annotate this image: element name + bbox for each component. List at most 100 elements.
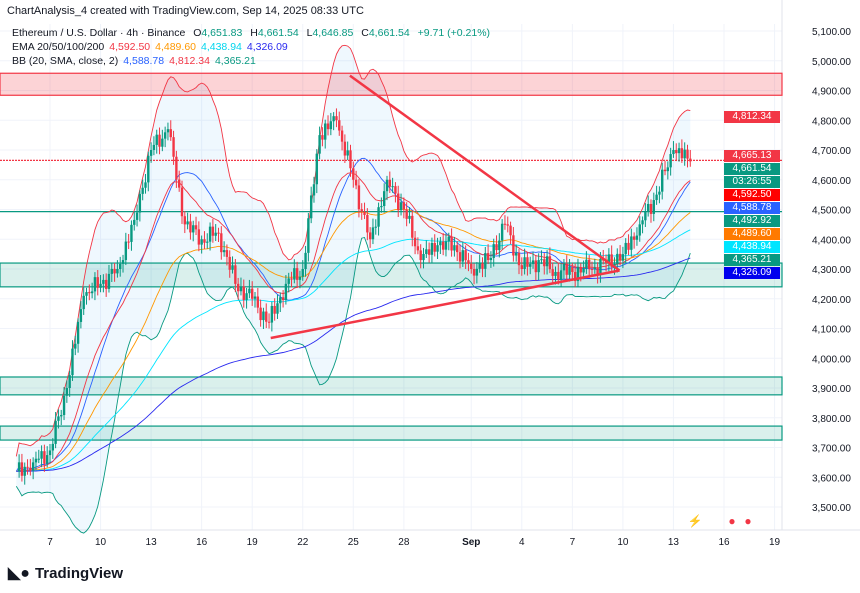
ema-100-line (16, 229, 691, 472)
symbol[interactable]: Ethereum / U.S. Dollar · 4h · Binance (12, 27, 186, 39)
candle-body (363, 211, 366, 215)
candle-body (486, 253, 490, 261)
y-tick-label: 4,600.00 (812, 176, 851, 187)
price-label: 4,489.60 (724, 227, 780, 240)
candle-body (298, 276, 302, 280)
candle-body (197, 229, 201, 245)
x-tick-label: 4 (519, 537, 525, 548)
candle-body (531, 260, 535, 265)
candle-body (343, 141, 347, 156)
price-chart[interactable]: 5,100.00 5,000.00 4,900.00 4,800.00 4,700.00… (0, 0, 860, 560)
legend: Ethereum / U.S. Dollar · 4h · Binance O4… (12, 26, 495, 68)
candle-body (382, 191, 386, 207)
candle-body (514, 252, 518, 256)
candle-body (245, 293, 248, 300)
candle-body (630, 236, 633, 250)
candle-body (371, 227, 375, 240)
candle-body (593, 267, 597, 270)
candle-body (144, 182, 147, 188)
candle-body (675, 150, 678, 154)
candle-body (607, 254, 611, 264)
candle-body (385, 179, 389, 192)
bb-legend[interactable]: BB (20, SMA, close, 2) 4,588.78 4,812.34 4,… (12, 54, 495, 68)
candle-body (402, 202, 406, 210)
support-zone (0, 425, 783, 441)
close-label: C (361, 27, 369, 39)
candle-body (632, 236, 636, 240)
candle-body (557, 271, 560, 280)
tradingview-logo[interactable]: ◣● TradingView (8, 563, 123, 583)
candle-body (506, 224, 509, 226)
candle-body (666, 167, 670, 172)
candle-body (447, 236, 450, 242)
candle-body (559, 270, 563, 280)
candle-body (76, 321, 80, 344)
x-tick-label: 16 (718, 537, 730, 548)
candle-body (534, 260, 538, 273)
bb-lower-line (15, 236, 691, 534)
high-value: H4,661.54 (250, 27, 298, 39)
candle-body (467, 260, 470, 264)
open-number: 4,651.83 (201, 27, 243, 39)
candle-body (683, 149, 686, 159)
candle-body (318, 135, 321, 154)
candle-body (526, 257, 529, 267)
price-label: 4,492.92 (724, 214, 780, 227)
candle-body (545, 256, 549, 267)
candle-body (68, 375, 71, 388)
candle-body (433, 243, 436, 252)
y-tick-label: 3,800.00 (812, 414, 851, 425)
candle-body (293, 268, 296, 280)
y-tick-label: 4,500.00 (812, 206, 851, 217)
candle-body (217, 232, 220, 234)
candle-body (161, 138, 164, 147)
ema-20-value: 4,592.50 (109, 41, 151, 53)
y-tick-label: 4,000.00 (812, 354, 851, 365)
candle-body (360, 209, 363, 212)
candle-body (177, 179, 181, 188)
candle-body (121, 260, 125, 264)
x-tick-label: 25 (348, 537, 360, 548)
candle-body (23, 466, 26, 476)
candle-body (621, 254, 625, 261)
candle-body (338, 120, 341, 131)
candle-body (427, 249, 431, 255)
candle-body (236, 283, 240, 292)
y-tick-label: 4,300.00 (812, 265, 851, 276)
candle-body (573, 271, 577, 282)
candle-body (641, 220, 644, 225)
candle-body (374, 226, 377, 228)
candle-body (616, 253, 619, 264)
candle-body (596, 267, 599, 275)
support-zone (0, 376, 783, 396)
candle-body (326, 123, 330, 130)
us-flag-icon[interactable]: ● (728, 514, 735, 528)
candle-body (96, 277, 99, 288)
candle-body (478, 263, 481, 269)
candle-body (523, 257, 526, 269)
y-tick-label: 4,800.00 (812, 116, 851, 127)
high-label: H (250, 27, 258, 39)
candle-body (17, 462, 21, 472)
chart-title: ChartAnalysis_4 created with TradingView… (7, 5, 364, 17)
candle-body (222, 250, 226, 253)
ema-legend[interactable]: EMA 20/50/100/200 4,592.50 4,489.60 4,438.9… (12, 40, 495, 54)
candle-body (71, 348, 74, 376)
candle-body (234, 265, 237, 284)
candle-body (113, 268, 116, 274)
tradingview-logo-text: TradingView (34, 564, 124, 582)
candle-body (618, 253, 622, 261)
y-tick-label: 3,500.00 (812, 503, 851, 514)
candle-body (663, 169, 667, 172)
us-flag-icon[interactable]: ● (744, 514, 751, 528)
lightning-icon[interactable]: ⚡ (688, 514, 703, 528)
price-label: 4,592.50 (724, 188, 780, 201)
open-label: O (193, 27, 202, 39)
x-tick-label: 13 (668, 537, 680, 548)
y-tick-label: 4,200.00 (812, 295, 851, 306)
candle-body (133, 219, 136, 225)
candle-body (312, 184, 316, 196)
candle-body (90, 291, 94, 294)
candle-body (565, 263, 568, 275)
tradingview-logo-icon: ◣● (8, 565, 30, 582)
